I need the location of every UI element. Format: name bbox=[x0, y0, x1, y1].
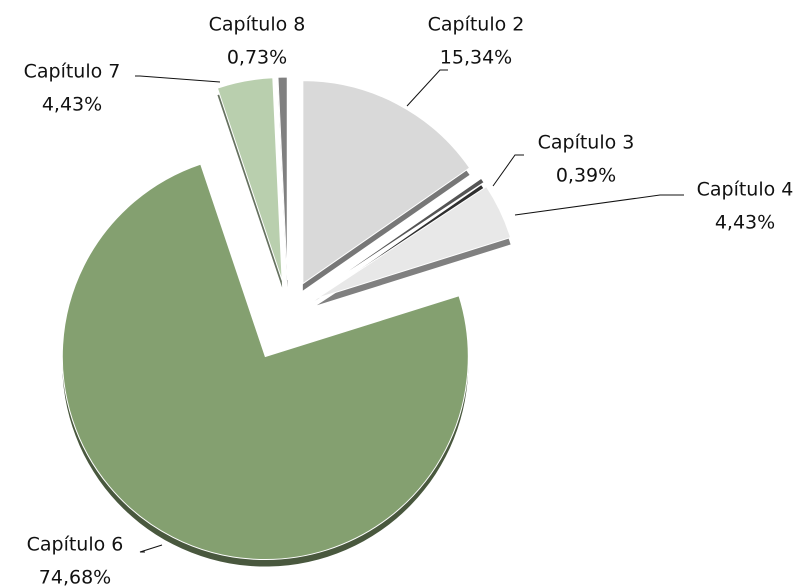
category-label: Capítulo 8 bbox=[209, 14, 306, 36]
slice bbox=[216, 77, 283, 281]
category-label: Capítulo 6 bbox=[27, 534, 124, 556]
leader-line bbox=[139, 544, 163, 553]
slice bbox=[302, 80, 471, 285]
category-label: Capítulo 3 bbox=[538, 132, 635, 154]
value-label: 0,73% bbox=[227, 47, 287, 69]
value-label: 0,39% bbox=[556, 165, 616, 187]
slice bbox=[314, 177, 485, 295]
value-label: 4,43% bbox=[42, 94, 102, 116]
value-label: 4,43% bbox=[715, 212, 775, 234]
value-label: 15,34% bbox=[440, 47, 512, 69]
leader-line bbox=[492, 154, 524, 187]
value-label: 74,68% bbox=[39, 567, 111, 588]
leader-line bbox=[406, 69, 448, 107]
leader-line bbox=[135, 75, 221, 83]
category-label: Capítulo 4 bbox=[697, 179, 794, 201]
category-label: Capítulo 7 bbox=[24, 61, 121, 83]
category-label: Capítulo 2 bbox=[428, 14, 525, 36]
slice bbox=[277, 76, 288, 281]
leader-line bbox=[514, 194, 684, 216]
slice bbox=[61, 163, 469, 561]
slice bbox=[316, 185, 512, 299]
